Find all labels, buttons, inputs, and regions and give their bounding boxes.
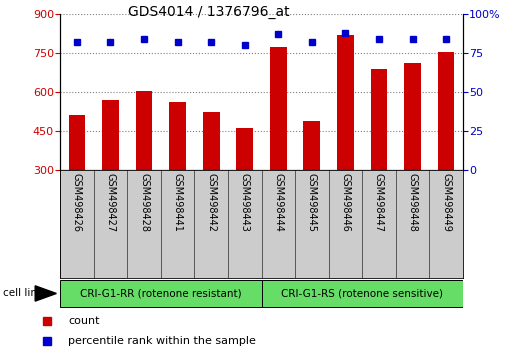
Text: CRI-G1-RR (rotenone resistant): CRI-G1-RR (rotenone resistant) bbox=[80, 289, 242, 298]
Bar bbox=[203, 112, 220, 248]
Text: GSM498448: GSM498448 bbox=[407, 173, 417, 232]
Bar bbox=[303, 121, 320, 248]
Text: GSM498443: GSM498443 bbox=[240, 173, 249, 232]
Bar bbox=[135, 91, 152, 248]
Text: percentile rank within the sample: percentile rank within the sample bbox=[68, 336, 256, 346]
Text: GSM498427: GSM498427 bbox=[106, 173, 116, 232]
Text: GSM498442: GSM498442 bbox=[206, 173, 216, 232]
Text: GDS4014 / 1376796_at: GDS4014 / 1376796_at bbox=[128, 5, 290, 19]
Text: count: count bbox=[68, 316, 99, 326]
Text: GSM498449: GSM498449 bbox=[441, 173, 451, 232]
Bar bbox=[337, 35, 354, 248]
Bar bbox=[236, 129, 253, 248]
Polygon shape bbox=[35, 286, 56, 301]
Text: GSM498428: GSM498428 bbox=[139, 173, 149, 232]
Bar bbox=[262, 280, 463, 307]
Text: GSM498446: GSM498446 bbox=[340, 173, 350, 232]
Bar bbox=[60, 280, 262, 307]
Bar bbox=[371, 69, 388, 248]
Bar bbox=[69, 115, 85, 248]
Bar bbox=[404, 63, 421, 248]
Bar bbox=[270, 47, 287, 248]
Text: cell line: cell line bbox=[3, 289, 43, 298]
Bar bbox=[102, 100, 119, 248]
Bar bbox=[438, 52, 454, 248]
Text: GSM498444: GSM498444 bbox=[274, 173, 283, 232]
Text: CRI-G1-RS (rotenone sensitive): CRI-G1-RS (rotenone sensitive) bbox=[281, 289, 443, 298]
Text: GSM498447: GSM498447 bbox=[374, 173, 384, 232]
Text: GSM498441: GSM498441 bbox=[173, 173, 183, 232]
Text: GSM498426: GSM498426 bbox=[72, 173, 82, 232]
Bar bbox=[169, 102, 186, 248]
Text: GSM498445: GSM498445 bbox=[307, 173, 317, 232]
